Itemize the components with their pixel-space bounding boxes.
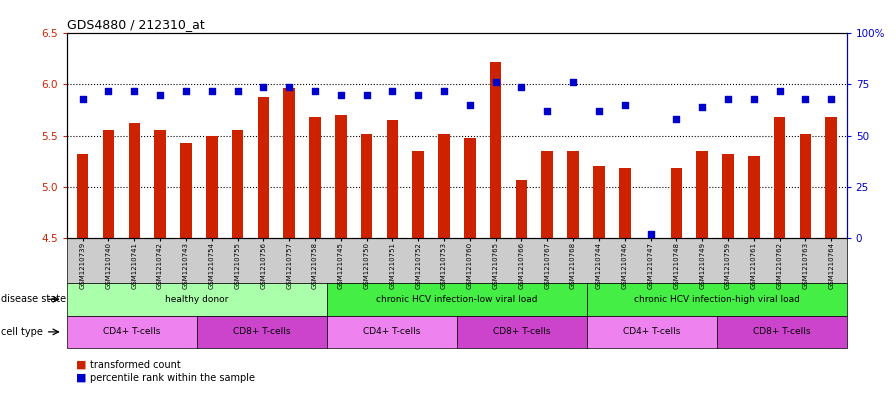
Point — [720, 95, 735, 102]
Bar — [128, 123, 140, 238]
Text: cell type: cell type — [1, 327, 43, 337]
Bar — [232, 130, 244, 238]
Bar — [180, 143, 192, 238]
Bar — [154, 130, 166, 238]
Bar — [670, 168, 682, 238]
Point — [643, 231, 658, 237]
Bar — [335, 115, 347, 238]
Bar — [619, 168, 631, 238]
Bar — [464, 138, 476, 238]
Bar — [825, 117, 837, 238]
Point — [153, 92, 168, 98]
Bar — [206, 136, 218, 238]
Bar — [309, 117, 321, 238]
Text: chronic HCV infection-high viral load: chronic HCV infection-high viral load — [633, 295, 800, 304]
Point — [127, 88, 142, 94]
Bar — [438, 134, 450, 238]
Bar — [722, 154, 734, 238]
Point — [359, 92, 374, 98]
Bar — [799, 134, 811, 238]
Point — [514, 83, 529, 90]
Point — [746, 95, 761, 102]
Point — [824, 95, 839, 102]
Point — [411, 92, 426, 98]
Point — [333, 92, 348, 98]
Bar — [593, 166, 605, 238]
Bar — [748, 156, 760, 238]
Text: CD8+ T-cells: CD8+ T-cells — [493, 327, 551, 336]
Point — [101, 88, 116, 94]
Bar — [567, 151, 579, 238]
Bar — [386, 120, 398, 238]
Point — [772, 88, 787, 94]
Bar — [516, 180, 528, 238]
Point — [462, 102, 477, 108]
Point — [437, 88, 452, 94]
Text: CD4+ T-cells: CD4+ T-cells — [103, 327, 161, 336]
Text: disease state: disease state — [1, 294, 66, 304]
Bar — [361, 134, 373, 238]
Point — [179, 88, 194, 94]
Bar — [490, 62, 502, 238]
Text: percentile rank within the sample: percentile rank within the sample — [90, 373, 254, 383]
Bar — [541, 151, 553, 238]
Bar — [774, 117, 786, 238]
Text: CD4+ T-cells: CD4+ T-cells — [623, 327, 681, 336]
Text: healthy donor: healthy donor — [166, 295, 228, 304]
Bar — [77, 154, 89, 238]
Text: ■: ■ — [76, 360, 87, 370]
Point — [308, 88, 323, 94]
Text: chronic HCV infection-low viral load: chronic HCV infection-low viral load — [376, 295, 538, 304]
Bar — [103, 130, 115, 238]
Point — [75, 95, 90, 102]
Text: CD8+ T-cells: CD8+ T-cells — [753, 327, 811, 336]
Point — [798, 95, 813, 102]
Point — [617, 102, 632, 108]
Point — [256, 83, 271, 90]
Point — [282, 83, 297, 90]
Bar — [257, 97, 269, 238]
Point — [385, 88, 400, 94]
Point — [566, 79, 581, 86]
Text: GDS4880 / 212310_at: GDS4880 / 212310_at — [67, 18, 205, 31]
Text: CD8+ T-cells: CD8+ T-cells — [233, 327, 291, 336]
Point — [695, 104, 710, 110]
Bar — [696, 151, 708, 238]
Bar — [412, 151, 424, 238]
Point — [204, 88, 219, 94]
Bar — [283, 88, 295, 238]
Bar — [645, 238, 657, 240]
Point — [230, 88, 245, 94]
Point — [591, 108, 606, 114]
Point — [540, 108, 555, 114]
Point — [488, 79, 503, 86]
Text: CD4+ T-cells: CD4+ T-cells — [363, 327, 421, 336]
Text: ■: ■ — [76, 373, 87, 383]
Point — [669, 116, 684, 122]
Text: transformed count: transformed count — [90, 360, 180, 370]
